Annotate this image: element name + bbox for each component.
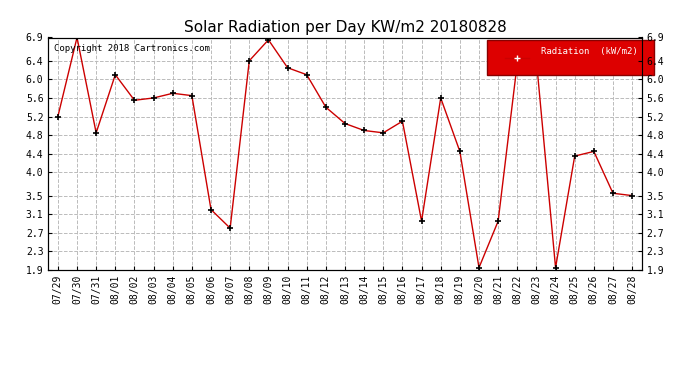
Text: Radiation  (kW/m2): Radiation (kW/m2) [541,47,638,56]
Text: Copyright 2018 Cartronics.com: Copyright 2018 Cartronics.com [55,45,210,54]
Title: Solar Radiation per Day KW/m2 20180828: Solar Radiation per Day KW/m2 20180828 [184,20,506,35]
FancyBboxPatch shape [487,40,653,75]
